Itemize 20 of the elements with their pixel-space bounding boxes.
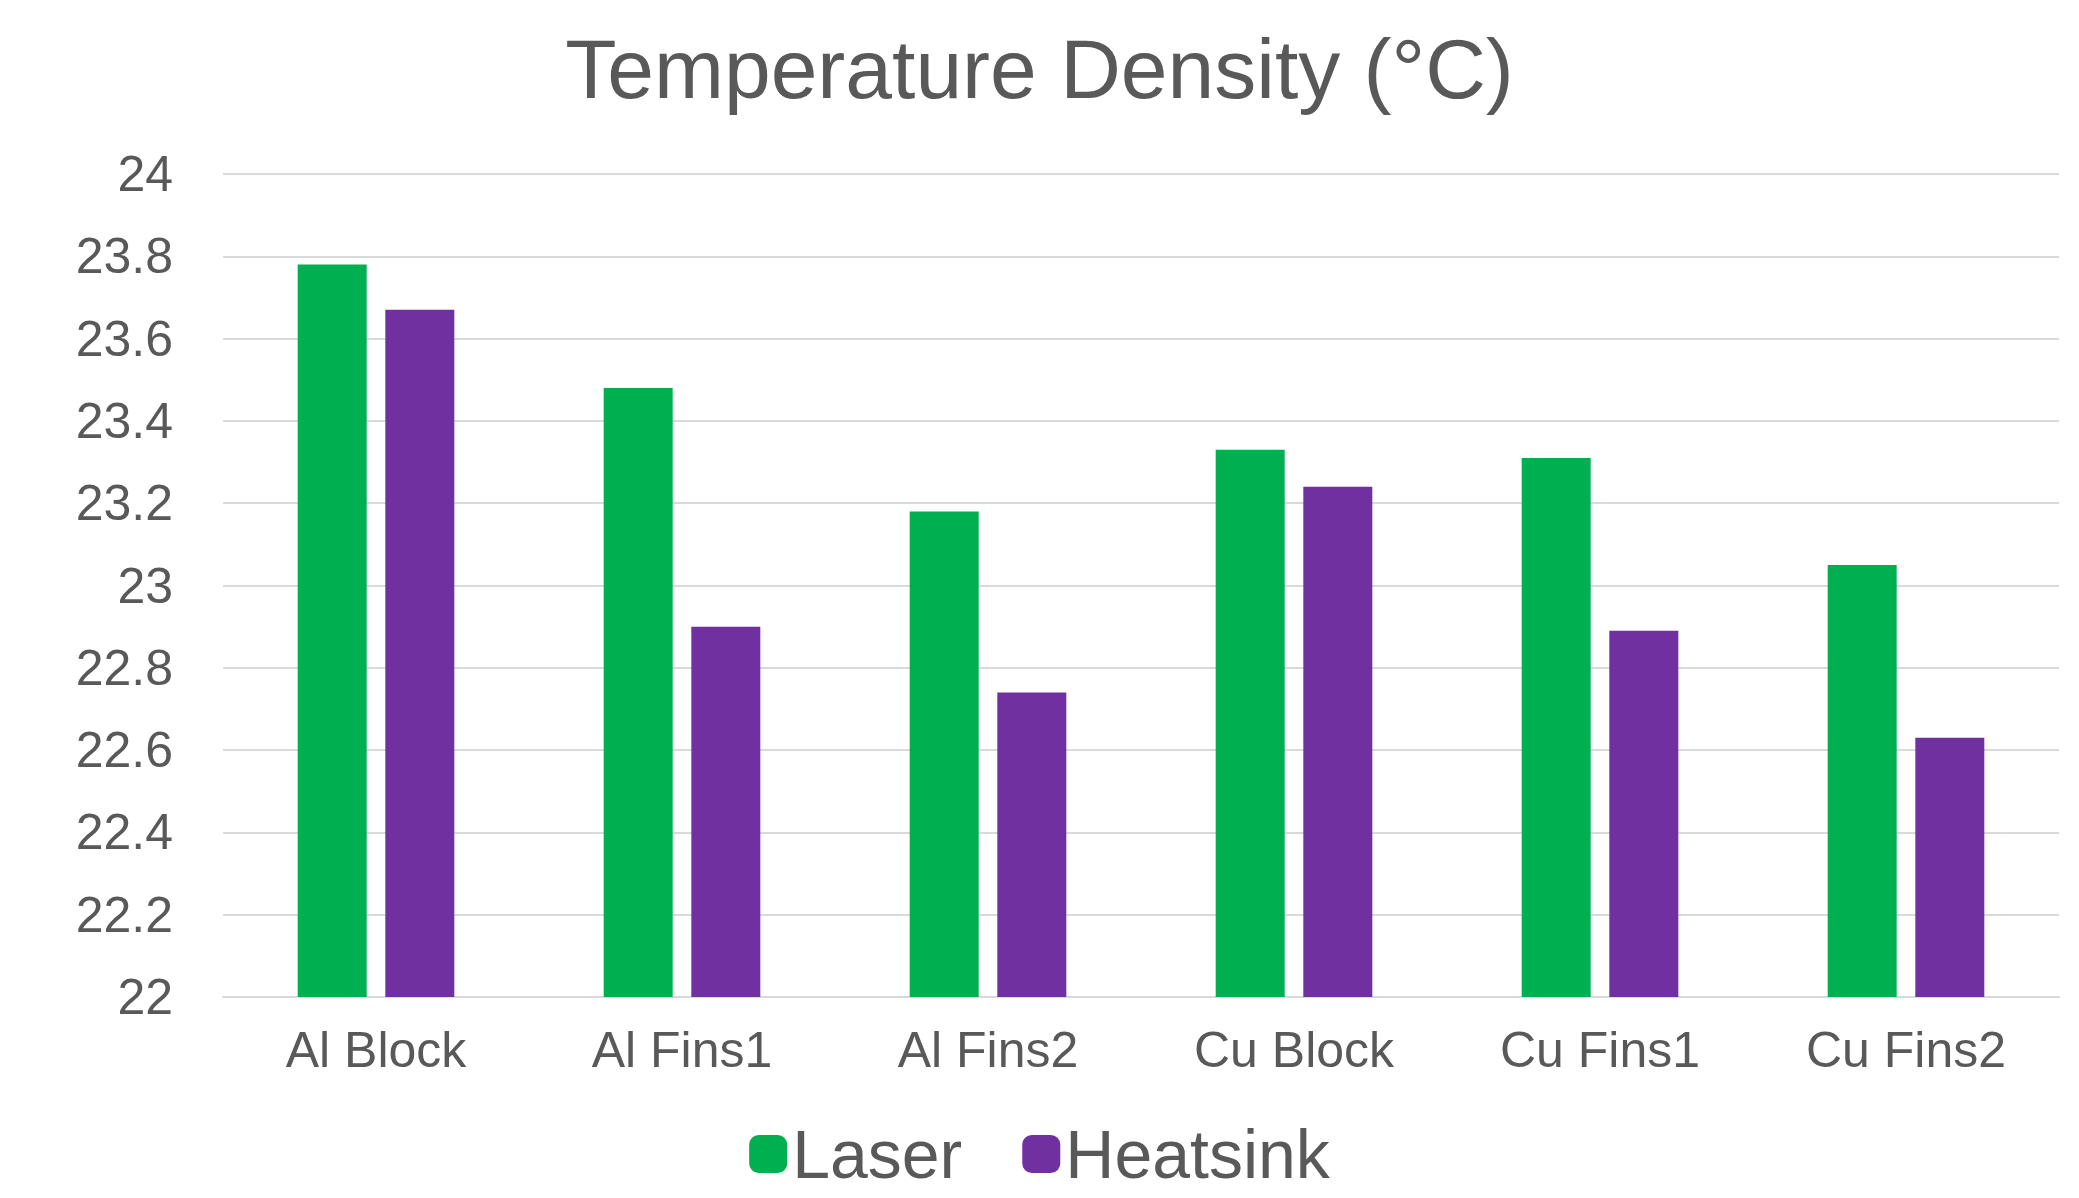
- x-tick-label: Al Fins2: [897, 1022, 1079, 1078]
- y-tick-label: 22.8: [75, 639, 173, 696]
- legend-label: Heatsink: [1065, 1116, 1331, 1192]
- chart-title: Temperature Density (°C): [565, 22, 1514, 116]
- y-tick-label: 22.4: [75, 804, 173, 861]
- y-tick-label: 22.2: [75, 886, 173, 943]
- x-tick-label: Cu Fins1: [1499, 1022, 1701, 1078]
- x-tick-label: Cu Block: [1193, 1022, 1396, 1078]
- y-tick-label: 23.2: [75, 475, 173, 532]
- x-tick-label: Al Fins1: [591, 1022, 773, 1078]
- y-tick-label: 23.6: [75, 310, 173, 367]
- x-tick-label: Al Block: [285, 1022, 468, 1078]
- y-tick-label: 22.6: [75, 722, 173, 779]
- legend-label: Laser: [792, 1116, 963, 1192]
- y-tick-label: 24: [117, 146, 173, 202]
- y-tick-label: 23.8: [75, 228, 173, 285]
- y-tick-label: 23.4: [75, 392, 173, 449]
- y-tick-label: 23: [117, 557, 173, 614]
- x-tick-label: Cu Fins2: [1805, 1022, 2007, 1078]
- y-tick-label: 22: [117, 969, 173, 1025]
